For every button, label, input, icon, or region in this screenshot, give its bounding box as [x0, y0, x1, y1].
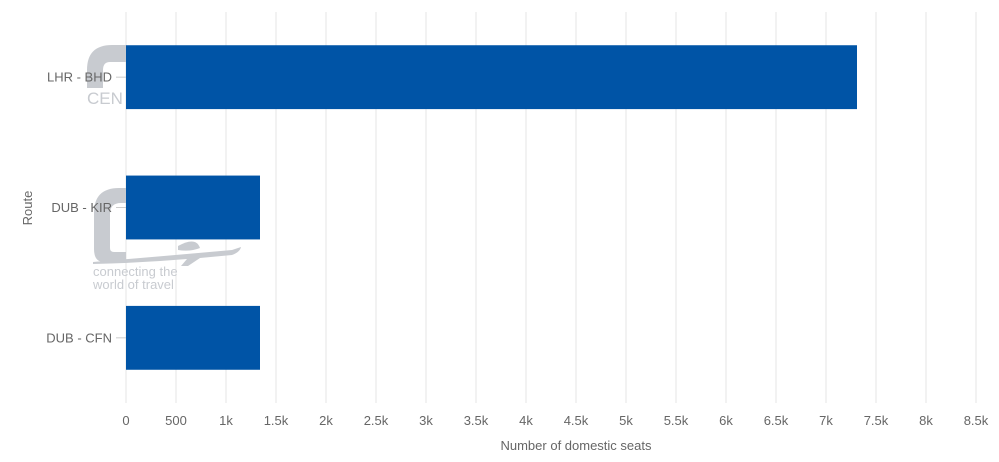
x-tick-label: 8.5k	[964, 413, 989, 428]
x-tick-label: 5.5k	[664, 413, 689, 428]
x-tick-label: 1k	[219, 413, 233, 428]
y-axis-title: Route	[20, 191, 35, 226]
x-tick-label: 5k	[619, 413, 633, 428]
x-tick-label: 3.5k	[464, 413, 489, 428]
x-tick-label: 1.5k	[264, 413, 289, 428]
bars	[126, 45, 857, 370]
x-tick-label: 2k	[319, 413, 333, 428]
watermark-logo: CEN connecting the world of travel	[87, 45, 241, 292]
watermark-ring	[94, 188, 126, 262]
x-tick-label: 7.5k	[864, 413, 889, 428]
y-axis-categories: LHR - BHD DUB - KIR DUB - CFN	[46, 70, 126, 345]
x-tick-label: 0	[122, 413, 129, 428]
x-tick-label: 4.5k	[564, 413, 589, 428]
watermark-tagline-2: world of travel	[92, 277, 174, 292]
x-tick-label: 8k	[919, 413, 933, 428]
x-tick-label: 4k	[519, 413, 533, 428]
bar[interactable]	[126, 175, 260, 240]
bar[interactable]	[126, 45, 857, 110]
x-tick-label: 7k	[819, 413, 833, 428]
x-axis-ticks: 0 500 1k 1.5k 2k 2.5k 3k 3.5k 4k 4.5k 5k 5.5k 6k 6.5k…	[122, 413, 988, 428]
y-category-label: LHR - BHD	[47, 70, 112, 85]
bar[interactable]	[126, 305, 260, 370]
x-tick-label: 500	[165, 413, 187, 428]
watermark-swoosh	[178, 241, 200, 251]
x-tick-label: 6.5k	[764, 413, 789, 428]
x-axis-title: Number of domestic seats	[500, 438, 652, 453]
watermark-logo-mark	[87, 45, 126, 88]
y-category-label: DUB - CFN	[46, 330, 112, 345]
x-tick-label: 3k	[419, 413, 433, 428]
y-category-label: DUB - KIR	[51, 200, 112, 215]
watermark-fragment-text: CEN	[87, 89, 123, 108]
watermark-plane-icon	[93, 247, 241, 266]
watermark-tagline-1: connecting the	[93, 264, 178, 279]
x-tick-label: 6k	[719, 413, 733, 428]
x-tick-label: 2.5k	[364, 413, 389, 428]
